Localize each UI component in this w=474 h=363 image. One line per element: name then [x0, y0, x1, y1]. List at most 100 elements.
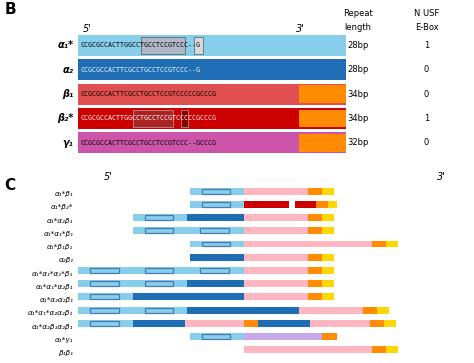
Bar [190, 201, 244, 208]
Text: 28bp: 28bp [347, 65, 369, 74]
Bar [78, 307, 133, 314]
Text: α₁*α₁*α₂β₁: α₁*α₁*α₂β₁ [36, 284, 73, 290]
Bar [133, 280, 187, 287]
Bar [78, 267, 133, 274]
Bar [244, 293, 308, 300]
Bar [316, 201, 328, 208]
Text: α₁*α₁*α₂α₂β₁: α₁*α₁*α₂α₂β₁ [28, 310, 73, 316]
Bar [308, 188, 322, 195]
Text: 1: 1 [424, 41, 429, 50]
Bar [244, 241, 308, 248]
Bar [308, 293, 322, 300]
Bar [299, 134, 346, 152]
Bar [145, 308, 173, 313]
Text: 1: 1 [424, 114, 429, 123]
Bar [386, 346, 398, 353]
Bar [78, 59, 346, 80]
Bar [299, 110, 346, 127]
Bar [133, 320, 185, 327]
Bar [78, 293, 133, 300]
Bar [145, 281, 173, 286]
Bar [310, 320, 370, 327]
Text: α₁*γ₁: α₁*γ₁ [55, 337, 73, 343]
Bar [308, 241, 372, 248]
Bar [322, 333, 337, 340]
Bar [244, 188, 308, 195]
Bar [90, 294, 118, 299]
Bar [187, 227, 244, 234]
Bar [308, 254, 322, 261]
Text: α₁*β₁: α₁*β₁ [55, 191, 73, 197]
Text: N USF: N USF [414, 9, 439, 18]
Text: α₁*: α₁* [57, 40, 73, 50]
Text: 34bp: 34bp [347, 114, 369, 123]
Bar [133, 293, 244, 300]
Text: β₂*: β₂* [57, 114, 73, 123]
Text: 0: 0 [424, 90, 429, 99]
Bar [322, 227, 334, 234]
Text: α₁*α₂β₁α₂β₁: α₁*α₂β₁α₂β₁ [32, 323, 73, 330]
Bar [201, 242, 230, 246]
Bar [78, 132, 346, 153]
Text: α₁*β₂*: α₁*β₂* [51, 204, 73, 211]
Bar [78, 280, 133, 287]
Bar [133, 214, 187, 221]
Text: CCGCGCCACTTCGCCTGCCTCCGTCCC--G: CCGCGCCACTTCGCCTGCCTCCGTCCC--G [81, 67, 201, 73]
Bar [190, 333, 244, 340]
Text: 3': 3' [437, 172, 446, 183]
Bar [289, 201, 295, 208]
Text: E-Box: E-Box [415, 23, 438, 32]
Text: length: length [345, 23, 371, 32]
Text: γ₁: γ₁ [63, 138, 73, 148]
Text: Repeat: Repeat [343, 9, 373, 18]
Text: β₁: β₁ [62, 89, 73, 99]
Text: CCGCGCCACTTCGCCTGCCTCCGTCCCCCGCCCG: CCGCGCCACTTCGCCTGCCTCCGTCCCCCGCCCG [81, 91, 217, 97]
Bar [244, 227, 308, 234]
Bar [90, 281, 118, 286]
Bar [322, 214, 334, 221]
Text: B: B [5, 2, 17, 17]
Bar [322, 254, 334, 261]
Bar [244, 267, 308, 274]
Text: 3': 3' [296, 24, 305, 34]
Bar [78, 320, 133, 327]
Bar [187, 214, 244, 221]
Bar [308, 227, 322, 234]
Bar [90, 308, 118, 313]
Text: α₁*α₂α₂β₁: α₁*α₂α₂β₁ [39, 297, 73, 303]
Bar [258, 320, 310, 327]
Bar [322, 280, 334, 287]
Text: β₁β₁: β₁β₁ [58, 350, 73, 356]
Bar [322, 188, 334, 195]
Text: 0: 0 [424, 138, 429, 147]
Bar [200, 268, 229, 273]
Bar [187, 307, 299, 314]
Bar [308, 267, 322, 274]
Bar [244, 280, 308, 287]
Bar [185, 320, 244, 327]
Text: C: C [5, 178, 16, 193]
Text: 28bp: 28bp [347, 41, 369, 50]
Bar [299, 85, 346, 103]
Bar [190, 241, 244, 248]
Text: α₁*β₁β₁: α₁*β₁β₁ [47, 244, 73, 250]
Bar [322, 267, 334, 274]
Text: CCGCGCCACTTGGCCTGCCTCCGTCCCCCGCCCG: CCGCGCCACTTGGCCTGCCTCCGTCCCCCGCCCG [81, 115, 217, 122]
Bar [187, 280, 244, 287]
Text: CCGCGCCACTTCGCCTGCCTCCGTCCC--GCCCG: CCGCGCCACTTCGCCTGCCTCCGTCCC--GCCCG [81, 140, 217, 146]
Bar [328, 201, 337, 208]
Bar [244, 201, 289, 208]
Text: 32bp: 32bp [347, 138, 369, 147]
Text: 34bp: 34bp [347, 90, 369, 99]
Bar [372, 241, 386, 248]
Bar [322, 293, 334, 300]
Text: CCGCGCCACTTGGCCTGCCTCCGTCCC--G: CCGCGCCACTTGGCCTGCCTCCGTCCC--G [81, 42, 201, 48]
Bar [201, 202, 230, 207]
Bar [78, 83, 346, 105]
Bar [145, 215, 173, 220]
Text: α₁*α₁*β₁: α₁*α₁*β₁ [44, 231, 73, 237]
Text: 5': 5' [104, 172, 113, 183]
Bar [141, 37, 185, 54]
Text: α₁*α₂β₁: α₁*α₂β₁ [47, 218, 73, 224]
Bar [308, 214, 322, 221]
